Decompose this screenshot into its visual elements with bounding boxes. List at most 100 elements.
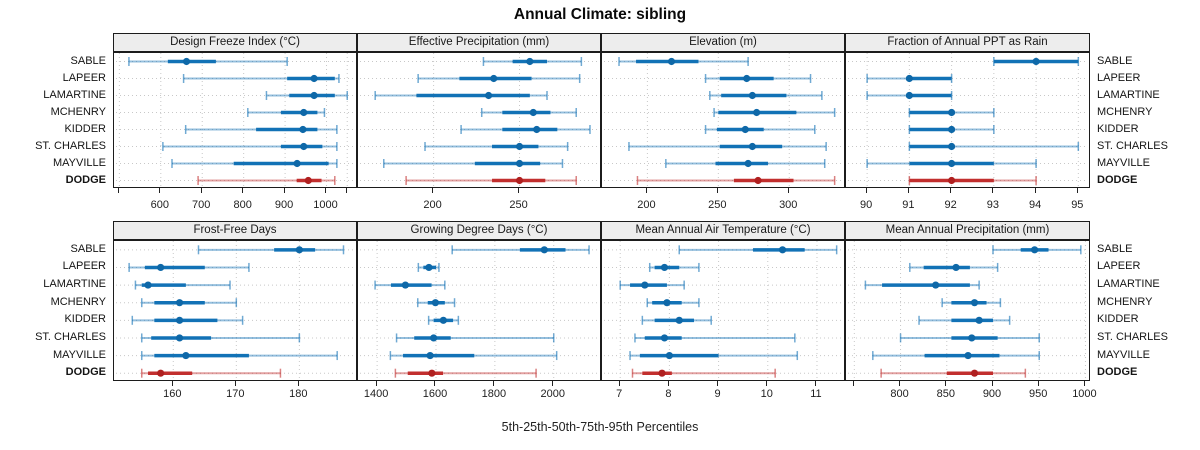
panel-strip: Frost-Free Days [113,221,357,240]
median-dot [970,299,979,307]
median-dot [663,299,671,307]
median-dot [964,351,972,360]
median-dot [753,108,761,117]
median-dot [484,91,493,100]
site-label-right: KIDDER [1097,122,1139,135]
site-label-left: DODGE [65,366,106,379]
x-tick-label: 94 [1028,199,1042,211]
median-dot [744,159,752,168]
x-tick [1083,381,1085,386]
median-dot [968,334,976,342]
site-label-left: LAMARTINE [43,278,106,291]
median-dot [515,159,524,168]
median-dot [293,159,301,168]
x-tick [117,188,119,193]
x-tick-label: 200 [637,199,656,211]
median-dot [975,316,983,324]
x-tick [434,381,436,386]
median-dot [743,74,751,83]
x-tick [899,381,901,386]
site-label-left: LAPEER [62,71,106,84]
x-tick [283,188,285,193]
x-tick [945,381,947,386]
panel-strip: Mean Annual Precipitation (mm) [845,221,1090,240]
site-label-left: MCHENRY [50,105,106,118]
site-label-right: LAPEER [1097,260,1141,273]
x-tick-label: 200 [423,199,442,211]
median-dot [182,351,190,360]
median-dot [1031,246,1039,254]
median-dot [157,369,165,377]
median-dot [175,334,184,342]
panel-strip: Mean Annual Air Temperature (°C) [601,221,845,240]
x-tick [852,381,854,386]
panel-canvas [116,53,354,187]
x-tick [1076,188,1078,193]
x-tick-label: 250 [509,199,528,211]
median-dot [932,281,940,289]
site-label-right: KIDDER [1097,313,1139,326]
x-tick-label: 300 [779,199,798,211]
median-dot [948,125,956,134]
median-dot [299,125,307,134]
x-tick-label: 8 [665,388,672,400]
panel-strip: Effective Precipitation (mm) [357,33,601,52]
x-tick-label: 800 [890,388,909,400]
median-dot [641,281,649,289]
x-tick [375,381,377,386]
median-dot [304,176,312,185]
median-dot [905,91,913,100]
x-tick-label: 160 [163,388,182,400]
x-tick-label: 91 [902,199,915,211]
site-label-left: SABLE [70,242,106,255]
median-dot [300,108,308,117]
median-dot [667,57,676,66]
site-label-right: LAPEER [1097,71,1141,84]
site-label-left: MAYVILLE [53,348,106,361]
median-dot [948,159,956,168]
site-label-right: ST. CHARLES [1097,330,1168,343]
x-tick-label: 92 [944,199,957,211]
x-tick [552,381,554,386]
x-tick-label: 2000 [540,388,565,400]
median-dot [748,142,756,151]
median-dot [300,142,308,151]
x-tick [1037,381,1039,386]
median-dot [948,142,956,151]
x-tick [159,188,161,193]
panel-strip: Design Freeze Index (°C) [113,33,357,52]
site-label-right: MAYVILLE [1097,156,1150,169]
median-dot [526,57,534,66]
site-label-left: MCHENRY [50,295,106,308]
median-dot [515,176,524,185]
site-label-right: DODGE [1097,173,1138,186]
x-tick [493,381,495,386]
x-tick-label: 850 [936,388,955,400]
median-dot [425,263,433,272]
x-tick-label: 900 [274,199,294,211]
panel-canvas [604,53,842,187]
x-tick [717,381,719,386]
x-tick [907,188,909,193]
site-label-left: LAPEER [62,260,106,273]
x-tick [518,188,520,193]
median-dot [1032,57,1040,66]
panel-strip: Fraction of Annual PPT as Rain [845,33,1090,52]
median-dot [660,263,669,272]
panel-canvas [360,53,598,187]
x-tick-label: 7 [616,388,623,400]
x-tick [716,188,718,193]
x-tick-label: 1800 [481,388,507,400]
panel [845,240,1090,381]
site-label-right: MAYVILLE [1097,348,1150,361]
median-dot [428,369,436,377]
x-tick [645,188,647,193]
site-label-left: KIDDER [64,122,106,135]
site-label-left: ST. CHARLES [35,139,106,152]
panel [113,240,357,381]
panel [357,52,601,188]
site-label-right: LAMARTINE [1097,88,1160,101]
panel-canvas [848,53,1087,187]
site-label-right: SABLE [1097,54,1133,67]
site-label-right: MCHENRY [1097,295,1153,308]
